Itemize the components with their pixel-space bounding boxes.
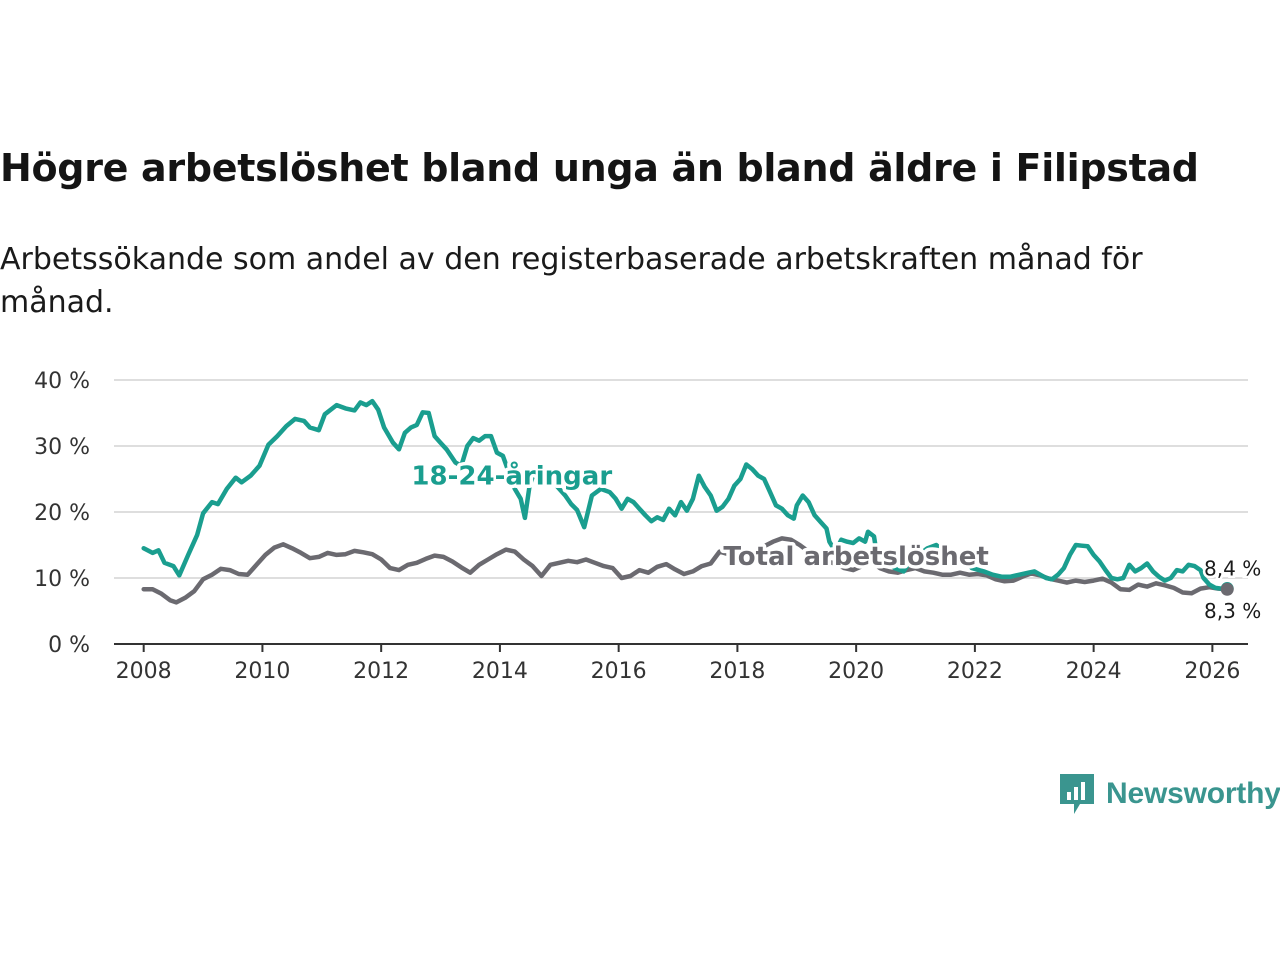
x-tick-label: 2024 xyxy=(1066,659,1122,684)
series-line-youth xyxy=(141,398,1230,591)
x-tick-label: 2022 xyxy=(947,659,1003,684)
x-tick-label: 2012 xyxy=(353,659,409,684)
y-tick-label: 20 % xyxy=(34,501,90,526)
series-end-point-total xyxy=(1220,582,1234,596)
newsworthy-logo: Newsworthy xyxy=(1058,772,1280,816)
x-tick-label: 2020 xyxy=(828,659,884,684)
x-tick-label: 2016 xyxy=(591,659,647,684)
x-tick-label: 2008 xyxy=(116,659,172,684)
y-tick-label: 0 % xyxy=(48,633,90,658)
line-chart: 0 % 10 % 20 % 30 % 40 % 2008 2010 2012 2014 2016 2… xyxy=(34,369,1264,684)
x-tick-label: 2010 xyxy=(234,659,290,684)
newsworthy-bar-chart-icon xyxy=(1060,774,1094,814)
x-tick-label: 2018 xyxy=(709,659,765,684)
series-label-youth: 18-24-åringar xyxy=(411,459,612,491)
x-tick-label: 2026 xyxy=(1184,659,1240,684)
end-value-label-total: 8,3 % xyxy=(1204,599,1261,623)
y-tick-label: 40 % xyxy=(34,369,90,394)
x-tick-label: 2014 xyxy=(472,659,528,684)
y-tick-label: 10 % xyxy=(34,567,90,592)
end-value-label-youth: 8,4 % xyxy=(1204,557,1261,581)
y-tick-label: 30 % xyxy=(34,435,90,460)
chart-subtitle: Arbetssökande som andel av den registerb… xyxy=(0,242,1143,320)
series-label-total: Total arbetslöshet xyxy=(723,542,988,572)
newsworthy-wordmark: Newsworthy xyxy=(1106,777,1280,810)
chart-title: Högre arbetslöshet bland unga än bland ä… xyxy=(0,146,1199,190)
